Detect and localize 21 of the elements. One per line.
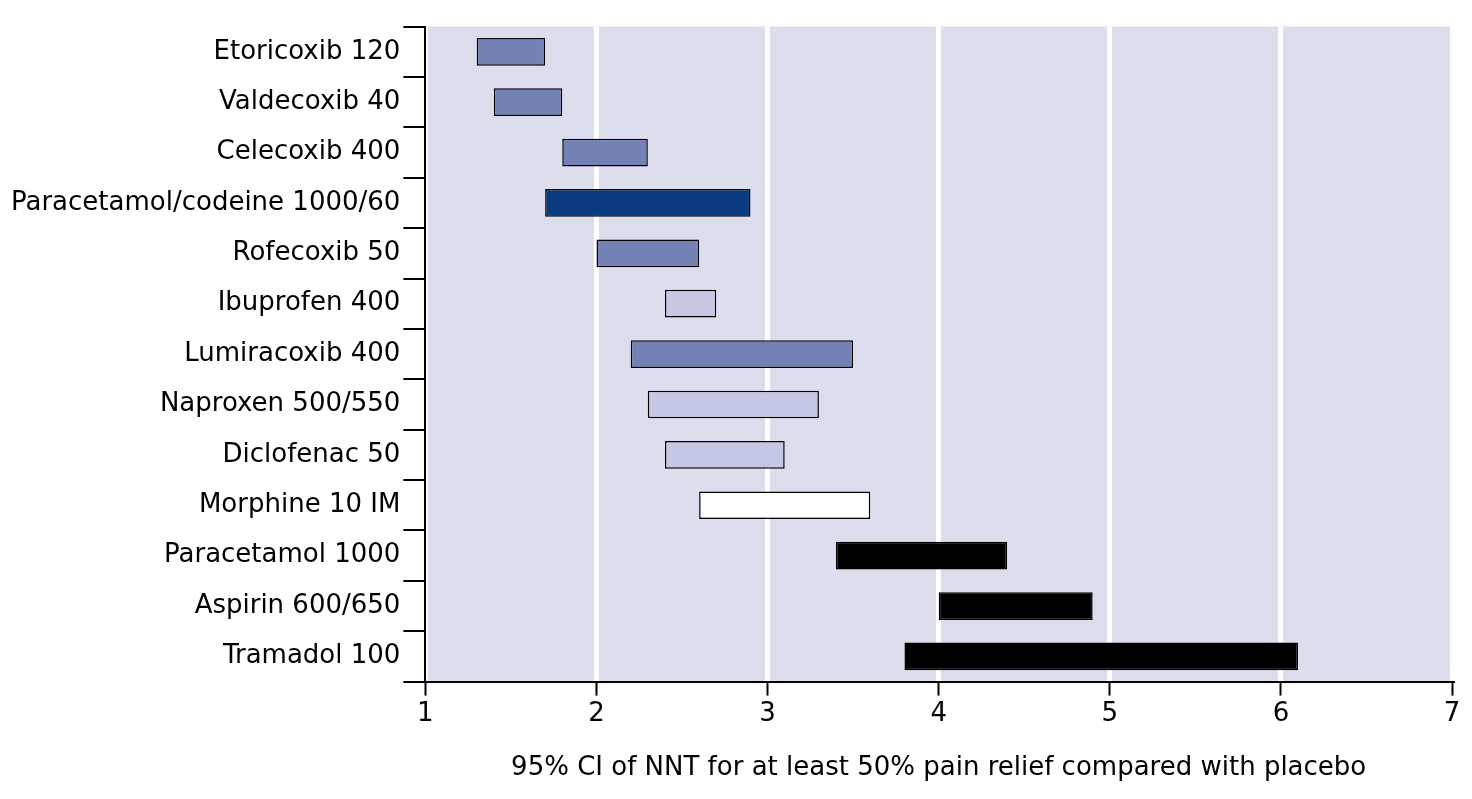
y-tick-label: Diclofenac 50 bbox=[222, 437, 401, 468]
y-tick-label: Ibuprofen 400 bbox=[217, 286, 401, 317]
y-tick-label: Tramadol 100 bbox=[221, 639, 401, 670]
y-tick-label: Etoricoxib 120 bbox=[213, 34, 401, 65]
y-tick-label: Celecoxib 400 bbox=[216, 135, 401, 166]
y-tick-label: Valdecoxib 40 bbox=[219, 84, 401, 115]
x-tick-label: 2 bbox=[588, 696, 605, 727]
x-tick-label: 4 bbox=[930, 696, 947, 727]
y-tick-label: Naproxen 500/550 bbox=[159, 387, 401, 418]
x-axis-title: 95% CI of NNT for at least 50% pain relief compared with placebo bbox=[511, 751, 1367, 782]
x-tick-label: 6 bbox=[1272, 696, 1290, 727]
x-tick-label: 7 bbox=[1443, 696, 1461, 727]
y-tick-label: Aspirin 600/650 bbox=[194, 588, 401, 619]
x-tick-label: 3 bbox=[759, 696, 776, 727]
y-tick-label: Lumiracoxib 400 bbox=[184, 336, 401, 367]
y-tick-label: Paracetamol/codeine 1000/60 bbox=[10, 185, 401, 216]
x-tick-label: 5 bbox=[1101, 696, 1119, 727]
y-tick-label: Paracetamol 1000 bbox=[164, 538, 401, 569]
y-tick-label: Morphine 10 IM bbox=[198, 488, 401, 518]
y-tick-label: Rofecoxib 50 bbox=[232, 236, 401, 267]
x-tick-label: 1 bbox=[417, 696, 434, 727]
